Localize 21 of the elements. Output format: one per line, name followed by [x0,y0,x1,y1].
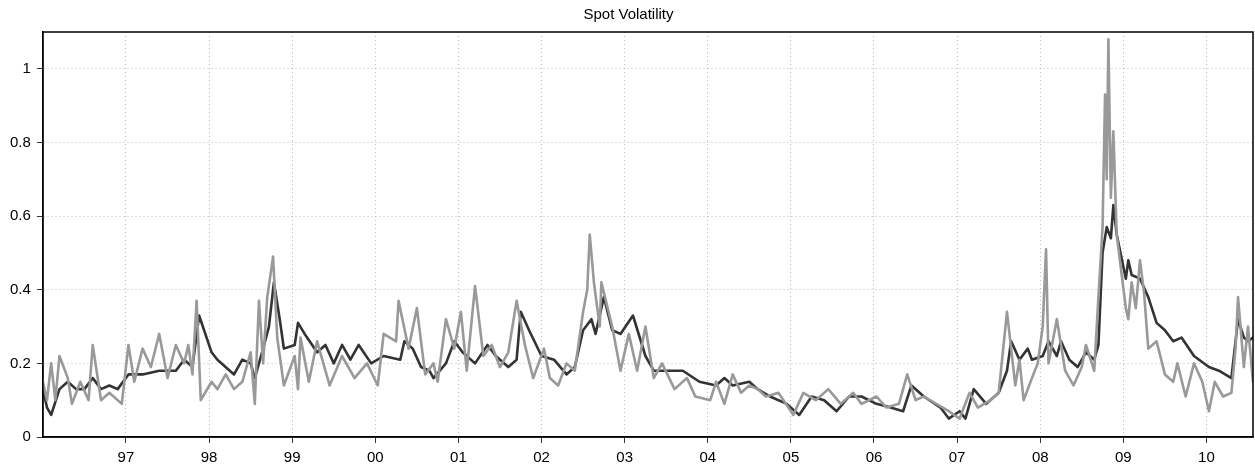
x-tick-label: 04 [699,448,717,466]
x-tick-label: 07 [948,448,966,466]
x-tick-label: 03 [616,448,633,466]
x-tick-label: 99 [283,448,301,466]
y-tick-label: 0.6 [9,206,31,224]
y-tick-label: 0 [22,427,31,445]
x-tick-label: 02 [533,448,550,466]
x-tick-label: 00 [366,448,384,466]
x-tick-label: 10 [1198,448,1215,466]
x-tick-label: 08 [1031,448,1049,466]
x-tick-label: 01 [450,448,467,466]
x-tick-label: 97 [117,448,135,466]
y-tick-label: 0.8 [9,132,31,150]
x-tick-label: 98 [200,448,218,466]
x-tick-label: 05 [782,448,800,466]
x-tick-label: 09 [1115,448,1132,466]
y-tick-label: 1 [22,58,31,76]
x-tick-label: 06 [865,448,883,466]
y-tick-label: 0.2 [9,353,31,371]
chart-title: Spot Volatility [583,5,675,23]
y-tick-label: 0.4 [9,279,31,297]
